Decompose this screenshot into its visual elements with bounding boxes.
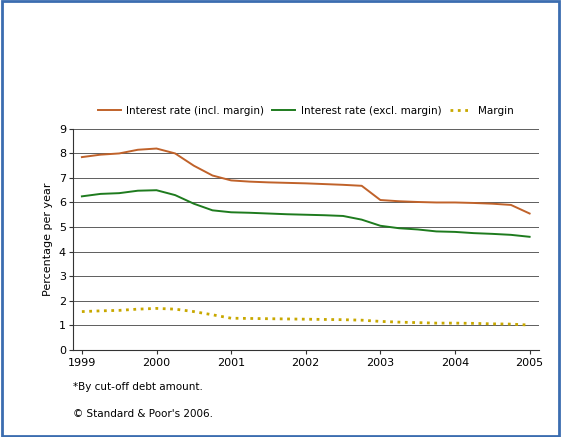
Text: © Standard & Poor's 2006.: © Standard & Poor's 2006. [73,409,213,419]
Legend: Interest rate (incl. margin), Interest rate (excl. margin), Margin: Interest rate (incl. margin), Interest r… [94,102,518,120]
Text: *By cut-off debt amount.: *By cut-off debt amount. [73,382,203,392]
Y-axis label: Percentage per year: Percentage per year [43,183,53,296]
Text: Chart 1: Weighted-Average Interest Rate, Interest Rate Before Margin, and Loan
M: Chart 1: Weighted-Average Interest Rate,… [16,21,561,52]
